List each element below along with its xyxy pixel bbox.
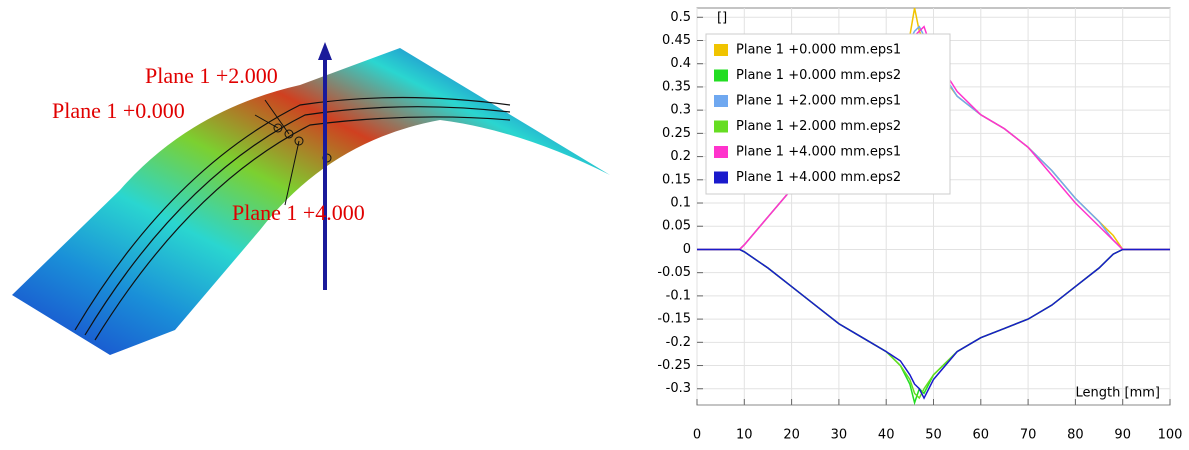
y-tick-label: 0.3	[670, 103, 691, 118]
legend-swatch	[714, 70, 728, 82]
y-tick-label: -0.15	[657, 312, 691, 327]
y-tick-label: 0.4	[670, 56, 691, 71]
y-tick-label: 0.2	[670, 149, 691, 164]
legend-entry: Plane 1 +0.000 mm.eps1	[736, 43, 901, 58]
legend-swatch	[714, 44, 728, 56]
y-tick-label: -0.05	[657, 265, 691, 280]
x-tick-label: 100	[1158, 428, 1183, 443]
chart: [] Length [mm] -0.3 -0.25 -0.2 -0.15 -0.1 -0.…	[657, 8, 1182, 443]
x-tick-label: 40	[878, 428, 895, 443]
x-tick-label: 10	[736, 428, 753, 443]
legend-swatch	[714, 172, 728, 184]
x-tick-label: 60	[973, 428, 990, 443]
x-tick-label: 50	[925, 428, 942, 443]
page: Plane 1 +2.000 Plane 1 +0.000 Plane 1 +4…	[0, 0, 1189, 445]
y-tick-label: 0.45	[662, 33, 691, 48]
legend-entry: Plane 1 +0.000 mm.eps2	[736, 68, 901, 83]
y-tick-label: 0.35	[662, 79, 691, 94]
y-axis-label: []	[717, 11, 727, 26]
legend-swatch	[714, 95, 728, 107]
surface-render: Plane 1 +2.000 Plane 1 +0.000 Plane 1 +4…	[12, 42, 610, 355]
y-tick-label: 0.1	[670, 196, 691, 211]
y-tick-label: -0.3	[666, 381, 691, 396]
y-tick-label: 0	[683, 242, 691, 257]
legend-swatch	[714, 146, 728, 158]
x-tick-label: 80	[1067, 428, 1084, 443]
legend-entry: Plane 1 +2.000 mm.eps1	[736, 94, 901, 109]
y-tick-label: 0.5	[670, 10, 691, 25]
y-tick-label: 0.25	[662, 126, 691, 141]
x-axis-label: Length [mm]	[1076, 386, 1160, 401]
x-tick-label: 90	[1114, 428, 1131, 443]
y-tick-label: -0.25	[657, 358, 691, 373]
legend-entry: Plane 1 +4.000 mm.eps2	[736, 170, 901, 185]
y-tick-label: 0.15	[662, 172, 691, 187]
plane-label: Plane 1 +0.000	[52, 98, 185, 123]
y-tick-label: 0.05	[662, 219, 691, 234]
x-tick-label: 20	[783, 428, 800, 443]
legend-entry: Plane 1 +2.000 mm.eps2	[736, 119, 901, 134]
y-tick-label: -0.1	[666, 288, 691, 303]
x-tick-label: 30	[831, 428, 848, 443]
legend-swatch	[714, 121, 728, 133]
y-tick-label: -0.2	[666, 335, 691, 350]
plane-label: Plane 1 +4.000	[232, 200, 365, 225]
plane-label: Plane 1 +2.000	[145, 63, 278, 88]
legend-entry: Plane 1 +4.000 mm.eps1	[736, 145, 901, 160]
x-tick-label: 0	[693, 428, 701, 443]
x-tick-label: 70	[1020, 428, 1037, 443]
